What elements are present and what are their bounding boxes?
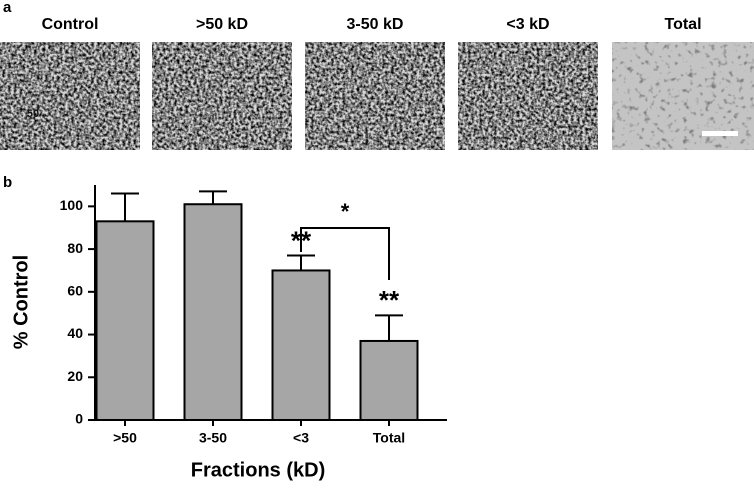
y-axis-label: % Control	[10, 255, 32, 349]
y-tick-label: 80	[67, 240, 83, 256]
x-tick-label: >50	[113, 430, 137, 446]
y-tick-label: 20	[67, 368, 83, 384]
micrograph-texture	[458, 42, 598, 150]
comparison-bracket	[300, 227, 390, 280]
y-tick-label: 40	[67, 325, 83, 341]
bar	[183, 203, 243, 421]
bar	[359, 339, 419, 422]
x-tick-label: <3	[293, 430, 309, 446]
panel-label: b	[3, 174, 12, 191]
panel-label: a	[3, 0, 12, 16]
image-label: 3-50 kD	[347, 16, 404, 33]
scale-bar	[702, 131, 738, 136]
image-label: Control	[42, 16, 99, 33]
x-tick-label: 3-50	[199, 430, 227, 446]
y-tick-label: 100	[60, 197, 84, 213]
image-label: Total	[664, 16, 701, 33]
image-label: >50 kD	[196, 16, 248, 33]
x-tick-label: Total	[373, 430, 405, 446]
significance-label: **	[379, 285, 400, 315]
micrograph-texture	[305, 42, 445, 150]
bar	[271, 269, 331, 422]
image-annotation: 50	[27, 108, 39, 120]
y-tick-label: 0	[75, 411, 83, 427]
y-tick-label: 60	[67, 283, 83, 299]
x-axis-label: Fractions (kD)	[191, 459, 325, 481]
image-label: <3 kD	[506, 16, 549, 33]
micrograph-texture	[152, 42, 292, 150]
bar	[95, 220, 155, 421]
comparison-label: *	[341, 199, 350, 224]
micrograph-texture	[0, 42, 140, 150]
